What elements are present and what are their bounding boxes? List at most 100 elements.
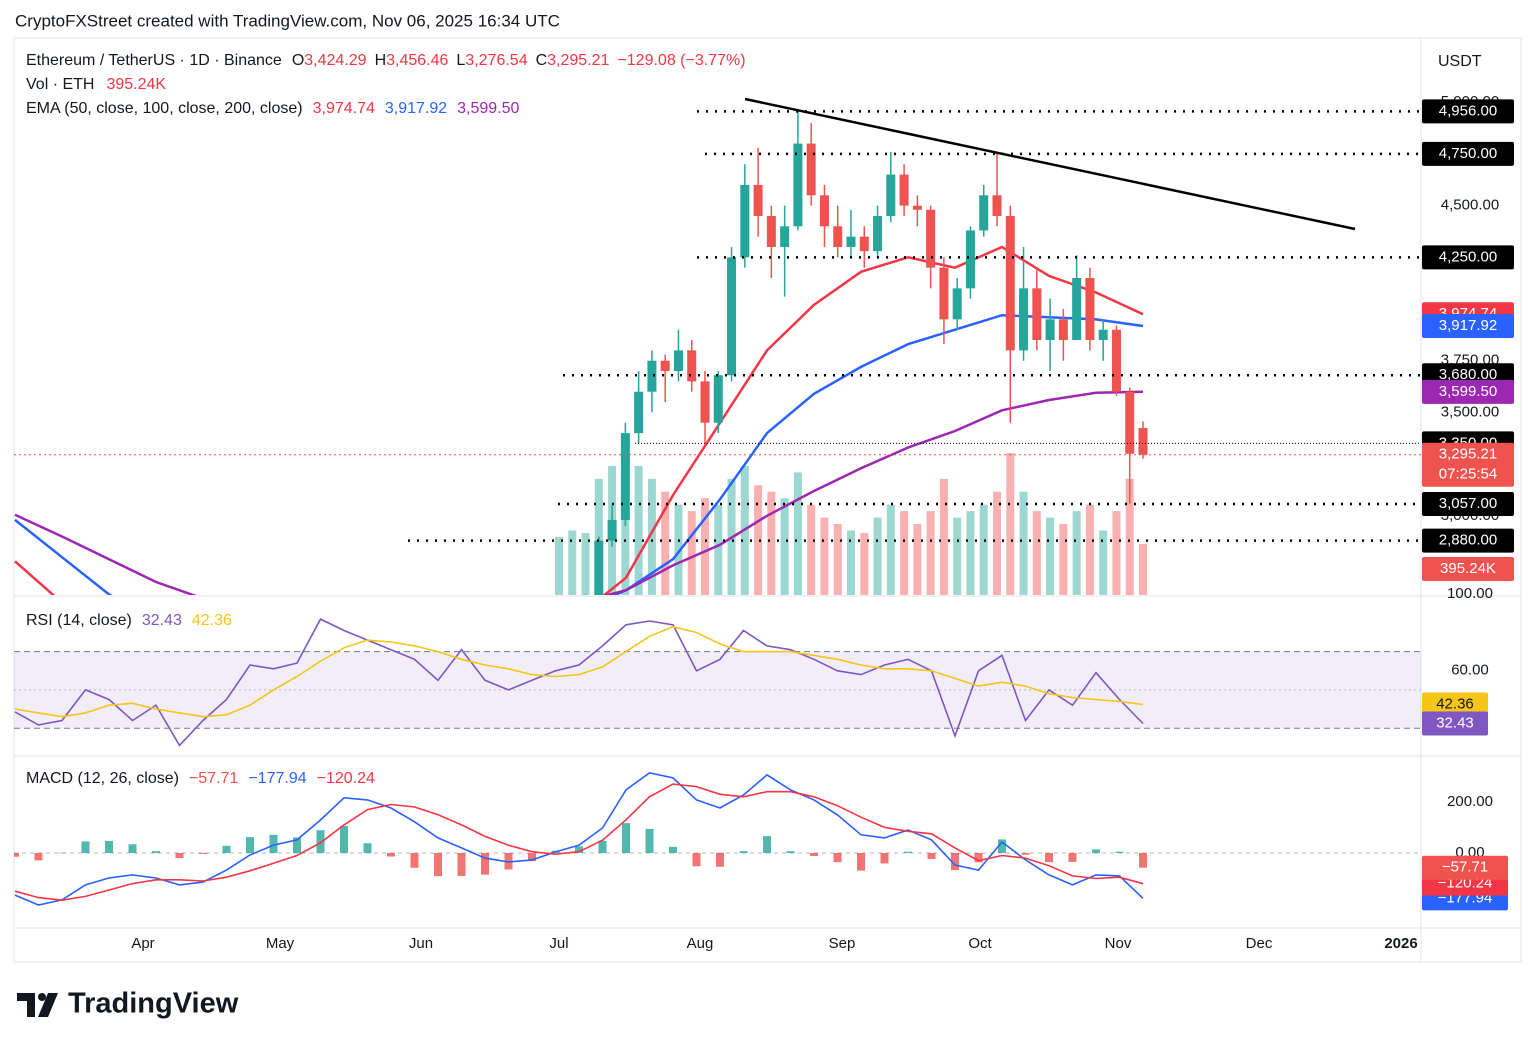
histogram-bar xyxy=(645,828,654,853)
price-badge-label: 2,880.00 xyxy=(1439,532,1497,549)
price-badge-label: 3,295.21 xyxy=(1439,446,1497,463)
legend-item: O xyxy=(292,52,304,69)
histogram-bar xyxy=(833,852,842,863)
price-badge-label: 4,956.00 xyxy=(1439,102,1497,119)
candle-body xyxy=(1111,329,1121,392)
histogram-bar xyxy=(14,852,19,857)
volume-bar xyxy=(1112,511,1121,595)
histogram-bar xyxy=(716,852,724,867)
histogram-bar xyxy=(904,851,912,853)
ema-legend: EMA (50, close, 100, close, 200, close) 3… xyxy=(26,100,520,117)
histogram-bar xyxy=(81,841,90,853)
price-badge xyxy=(1422,245,1514,270)
brand: TradingView xyxy=(68,988,239,1020)
histogram-bar xyxy=(199,852,207,854)
volume-bar xyxy=(913,524,922,595)
legend-item: 3,974.74 xyxy=(313,100,375,117)
y-tick-label: 100.00 xyxy=(1447,585,1493,602)
currency-label: USDT xyxy=(1438,53,1482,70)
volume-bar xyxy=(873,517,882,595)
candle-body xyxy=(1098,329,1108,341)
candle-body xyxy=(952,288,962,320)
x-tick-label: 2026 xyxy=(1384,935,1417,952)
macd-pane xyxy=(14,771,1421,906)
legend-item: C xyxy=(536,52,548,69)
volume-bar xyxy=(860,533,869,595)
x-tick-label: Nov xyxy=(1105,935,1132,952)
histogram-bar xyxy=(927,852,936,860)
y-tick-label: 3,500.00 xyxy=(1441,403,1499,420)
value-badge xyxy=(1422,692,1488,717)
y-tick-label: 200.00 xyxy=(1447,793,1493,810)
histogram-bar xyxy=(222,845,231,853)
volume-bar xyxy=(886,504,895,595)
candle-body xyxy=(780,226,790,247)
value-badge-label: −57.71 xyxy=(1442,859,1488,876)
rsi-legend: RSI (14, close) 32.43 42.36 xyxy=(26,612,232,629)
histogram-bar xyxy=(786,851,795,853)
volume-bar xyxy=(993,491,1001,595)
histogram-bar xyxy=(457,852,466,876)
x-tick-label: Oct xyxy=(968,935,992,952)
histogram-bar xyxy=(34,852,43,861)
legend-item: −177.94 xyxy=(248,770,306,787)
histogram-bar xyxy=(622,823,630,853)
histogram-bar xyxy=(1092,849,1100,853)
volume-bar xyxy=(568,530,577,595)
candle-body xyxy=(873,215,883,252)
histogram-bar xyxy=(175,852,184,859)
histogram-bar xyxy=(739,851,748,853)
candle-body xyxy=(912,205,922,210)
price-badge xyxy=(1422,528,1514,553)
trend-line xyxy=(744,97,1356,231)
price-badge xyxy=(1422,379,1514,404)
legend-item: 3,917.92 xyxy=(385,100,447,117)
histogram-bar xyxy=(58,852,66,854)
legend-item: 32.43 xyxy=(142,612,182,629)
candle-body xyxy=(594,540,604,595)
value-badge-label: 32.43 xyxy=(1436,715,1474,732)
volume-bar xyxy=(1085,504,1094,595)
volume-bar xyxy=(953,517,962,595)
ema-line xyxy=(14,313,1144,595)
y-tick-label: 4,500.00 xyxy=(1441,197,1499,214)
candle-body xyxy=(1058,319,1068,341)
value-badge-label: 42.36 xyxy=(1436,695,1474,712)
value-badge xyxy=(1422,711,1488,736)
candle-body xyxy=(1138,428,1148,455)
legend-item: H xyxy=(375,52,387,69)
x-tick-label: May xyxy=(266,935,295,952)
candle-body xyxy=(753,184,763,216)
volume-bar xyxy=(674,504,683,595)
candle-body xyxy=(1085,278,1095,341)
candle-body xyxy=(859,236,869,252)
logo-shape xyxy=(17,993,35,1017)
volume-bar xyxy=(1139,543,1147,595)
macd-legend: MACD (12, 26, close) −57.71 −177.94 −120.24 xyxy=(26,770,375,787)
y-tick-label: 60.00 xyxy=(1451,662,1489,679)
candle-body xyxy=(939,267,949,320)
volume-bar xyxy=(754,485,763,595)
candle-body xyxy=(846,236,856,247)
histogram-bar xyxy=(293,837,301,853)
volume-bar xyxy=(807,504,816,595)
volume-bar xyxy=(1019,491,1028,595)
histogram-bar xyxy=(152,851,160,853)
legend-item: EMA (50, close, 100, close, 200, close) xyxy=(26,100,303,117)
rsi-line xyxy=(14,618,1144,747)
price-axis: 5,000.004,500.003,750.003,500.003,000.00… xyxy=(1422,93,1514,911)
legend-item: −57.71 xyxy=(189,770,238,787)
histogram-bar xyxy=(410,852,419,868)
x-tick-label: Aug xyxy=(687,935,714,952)
legend-item: RSI (14, close) xyxy=(26,612,132,629)
candle-body xyxy=(1072,278,1082,341)
histogram-bar xyxy=(128,844,137,853)
logo-shape xyxy=(38,993,58,1017)
histogram-bar xyxy=(692,852,701,867)
x-tick-label: Dec xyxy=(1246,935,1273,952)
x-tick-label: Jul xyxy=(549,935,568,952)
histogram-bar xyxy=(246,837,254,853)
histogram-bar xyxy=(669,846,677,853)
legend-item: −120.24 xyxy=(317,770,375,787)
price-badge-label: 395.24K xyxy=(1440,560,1496,577)
